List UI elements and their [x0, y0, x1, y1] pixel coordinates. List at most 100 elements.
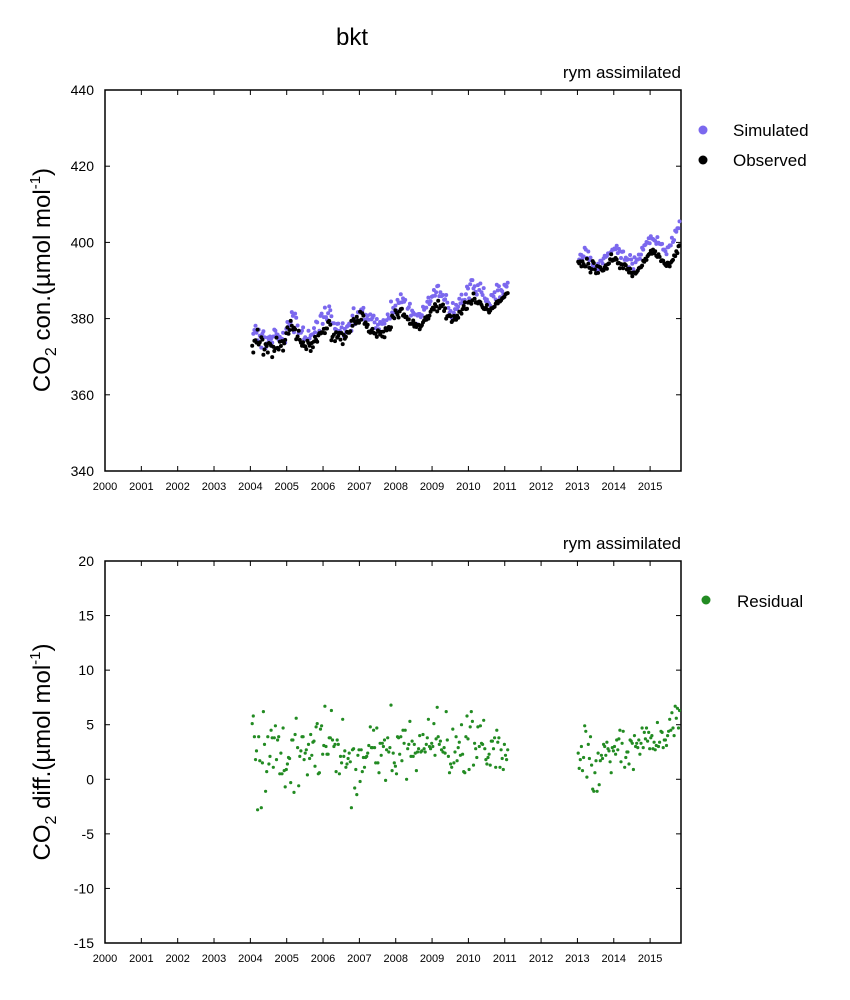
point-simulated — [474, 292, 479, 297]
point-simulated — [470, 278, 475, 283]
point-residual — [343, 749, 347, 753]
point-residual — [640, 726, 644, 730]
point-residual — [438, 739, 442, 743]
point-observed — [370, 326, 375, 331]
point-residual — [493, 736, 497, 740]
point-residual — [348, 760, 352, 764]
point-simulated — [319, 311, 324, 316]
point-observed — [617, 266, 622, 271]
point-residual — [410, 739, 414, 743]
point-residual — [595, 789, 599, 793]
x-tick-label: 2014 — [602, 953, 626, 965]
point-simulated — [339, 325, 344, 330]
point-simulated — [328, 308, 333, 313]
point-simulated — [438, 290, 443, 295]
point-residual — [639, 741, 643, 745]
point-residual — [446, 754, 450, 759]
point-observed — [304, 347, 309, 352]
point-residual — [365, 754, 369, 759]
point-residual — [442, 746, 446, 750]
point-simulated — [600, 261, 605, 266]
point-observed — [251, 350, 256, 355]
point-residual — [386, 736, 390, 740]
point-residual — [344, 765, 348, 769]
point-simulated — [294, 315, 299, 320]
point-observed — [426, 316, 431, 321]
point-residual — [393, 764, 397, 768]
point-residual — [463, 771, 467, 775]
point-simulated — [660, 241, 665, 246]
point-residual — [452, 761, 456, 765]
point-simulated — [664, 252, 669, 257]
point-residual — [477, 744, 481, 749]
point-residual — [576, 751, 580, 755]
point-observed — [459, 311, 464, 316]
point-residual — [658, 740, 662, 744]
point-observed — [250, 343, 255, 348]
point-residual — [357, 748, 361, 752]
point-residual — [424, 742, 428, 747]
point-residual — [281, 726, 285, 730]
point-residual — [418, 734, 422, 738]
point-simulated — [329, 314, 334, 319]
point-residual — [411, 754, 415, 759]
point-residual — [603, 744, 607, 749]
point-residual — [253, 758, 258, 762]
x-tick-label: 2005 — [274, 481, 298, 493]
point-residual — [252, 735, 256, 739]
legend: Residual — [701, 592, 803, 611]
point-simulated — [586, 249, 591, 254]
legend-label-simulated: Simulated — [733, 121, 809, 140]
point-residual — [324, 744, 328, 749]
point-residual — [336, 742, 340, 747]
point-residual — [354, 767, 358, 772]
y-tick-label: 0 — [86, 771, 94, 787]
point-residual — [454, 735, 458, 739]
point-residual — [421, 732, 425, 737]
x-tick-label: 2008 — [383, 953, 407, 965]
point-residual — [590, 763, 594, 767]
point-simulated — [371, 313, 376, 318]
point-residual — [580, 769, 585, 773]
point-simulated — [492, 290, 497, 295]
point-residual — [385, 748, 389, 752]
point-simulated — [451, 310, 456, 315]
panel-difference: rym assimilated CO2 diff.(µmol mol-1) 20… — [27, 534, 803, 965]
point-residual — [335, 738, 339, 742]
point-residual — [259, 806, 263, 810]
point-observed — [287, 328, 292, 332]
point-residual — [262, 742, 267, 747]
point-simulated — [403, 297, 408, 302]
y-tick-label: 5 — [86, 717, 94, 733]
point-observed — [443, 306, 448, 311]
point-observed — [484, 302, 489, 307]
point-simulated — [320, 321, 325, 326]
point-residual — [476, 725, 480, 729]
x-tick-label: 2008 — [383, 481, 407, 493]
point-observed — [462, 300, 467, 305]
point-residual — [499, 748, 503, 752]
point-residual — [642, 730, 646, 735]
point-residual — [437, 742, 441, 747]
point-residual — [280, 772, 284, 776]
point-observed — [675, 251, 680, 256]
point-residual — [673, 704, 677, 708]
point-observed — [322, 331, 327, 336]
panel-subtitle: rym assimilated — [563, 534, 681, 553]
point-residual — [641, 746, 645, 750]
point-simulated — [259, 345, 264, 350]
point-residual — [592, 789, 596, 793]
point-observed — [338, 337, 343, 342]
point-residual — [398, 752, 402, 756]
point-residual — [310, 753, 314, 757]
point-observed — [392, 316, 397, 321]
point-residual — [296, 746, 300, 750]
point-residual — [374, 761, 378, 765]
point-observed — [406, 317, 411, 322]
point-residual — [265, 770, 269, 774]
point-residual — [272, 736, 276, 740]
point-residual — [588, 735, 593, 739]
point-residual — [264, 789, 268, 793]
point-residual — [636, 746, 640, 750]
point-residual — [407, 742, 411, 747]
